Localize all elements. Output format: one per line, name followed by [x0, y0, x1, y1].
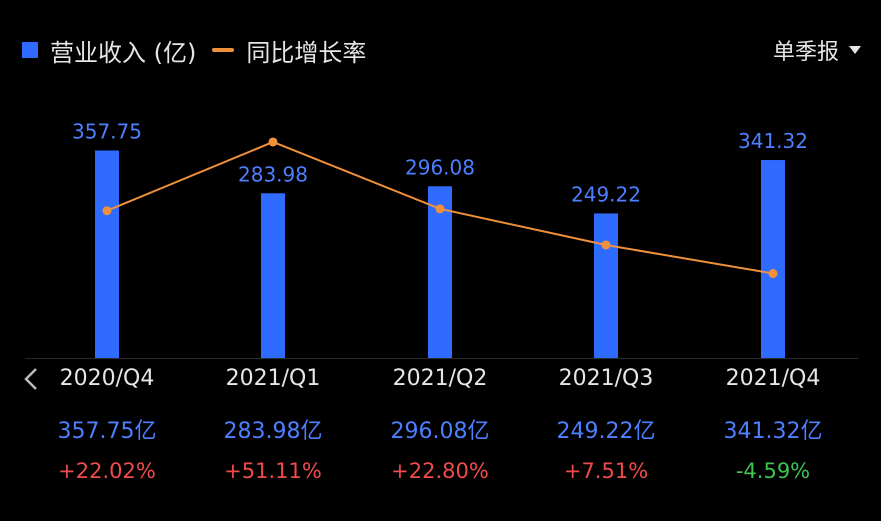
bar-value-label-1: 283.98: [238, 162, 308, 186]
revenue-bar-2: [428, 186, 452, 358]
growth-value-1: +51.11%: [224, 459, 322, 483]
revenue-bar-1: [261, 193, 285, 358]
revenue-bar-4: [761, 160, 785, 358]
x-tick-label-1: 2021/Q1: [225, 366, 321, 391]
bar-value-label-4: 341.32: [738, 129, 808, 153]
legend-label-revenue: 营业收入 (亿): [50, 38, 197, 67]
growth-point-3: [601, 240, 611, 250]
growth-point-4: [768, 269, 778, 279]
revenue-value-0: 357.75亿: [57, 419, 157, 444]
legend-item-growth: 同比增长率: [212, 33, 366, 68]
period-dropdown-label: 单季报: [772, 40, 839, 65]
revenue-value-2: 296.08亿: [390, 419, 490, 444]
revenue-value-1: 283.98亿: [223, 419, 323, 444]
caret-down-icon: [849, 46, 861, 54]
bar-value-label-3: 249.22: [571, 182, 641, 206]
legend-item-revenue: 营业收入 (亿): [22, 33, 196, 68]
bar-value-label-0: 357.75: [72, 120, 142, 144]
line-swatch-icon: [212, 48, 235, 52]
growth-value-0: +22.02%: [58, 459, 156, 483]
revenue-value-3: 249.22亿: [556, 419, 656, 444]
bar-swatch-icon: [22, 42, 38, 58]
revenue-value-4: 341.32亿: [723, 419, 823, 444]
x-tick-label-3: 2021/Q3: [558, 366, 654, 391]
revenue-bar-0: [95, 150, 119, 358]
legend-label-growth: 同比增长率: [246, 38, 367, 67]
period-dropdown[interactable]: 单季报: [773, 30, 861, 70]
x-tick-label-0: 2020/Q4: [59, 366, 155, 391]
growth-point-2: [435, 204, 445, 214]
growth-point-0: [102, 206, 112, 216]
growth-point-1: [268, 137, 278, 147]
chevron-left-icon[interactable]: [20, 365, 42, 393]
revenue-bar-3: [594, 213, 618, 358]
bar-value-label-2: 296.08: [405, 155, 475, 179]
chart-legend: 营业收入 (亿) 同比增长率: [22, 30, 382, 70]
growth-value-3: +7.51%: [563, 459, 649, 483]
growth-value-2: +22.80%: [391, 459, 489, 483]
x-tick-label-2: 2021/Q2: [392, 366, 488, 391]
growth-value-4: -4.59%: [735, 459, 811, 483]
x-tick-label-4: 2021/Q4: [725, 366, 821, 391]
